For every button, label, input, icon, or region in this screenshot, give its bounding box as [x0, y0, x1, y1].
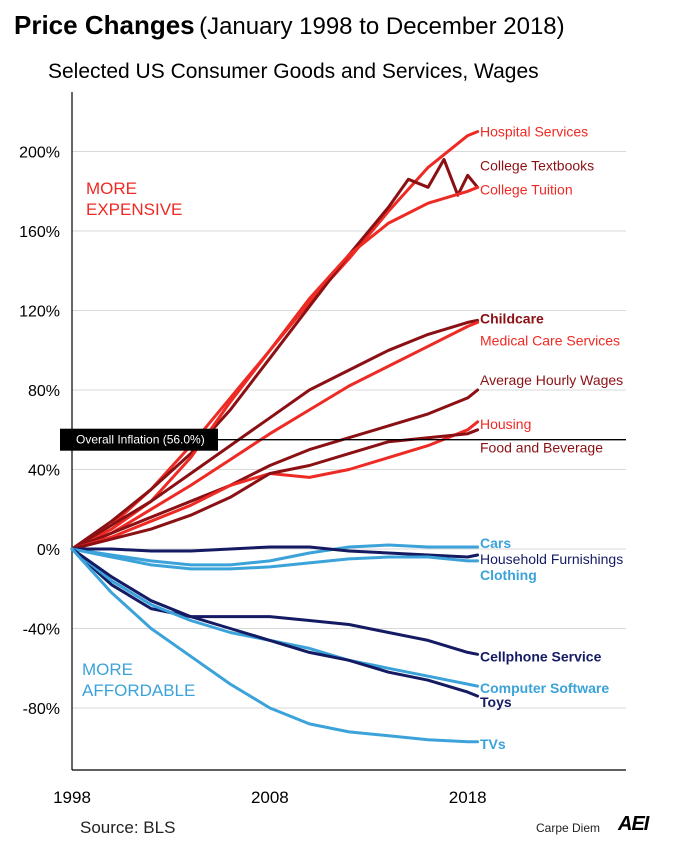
- x-tick-label: 1998: [53, 788, 91, 807]
- y-tick-label: 40%: [28, 463, 60, 480]
- series-label: TVs: [480, 736, 506, 752]
- y-tick-label: 120%: [19, 304, 60, 321]
- series-label: Hospital Services: [480, 124, 588, 140]
- inflation-label-box: [60, 428, 218, 451]
- brand-label: Carpe Diem: [536, 821, 601, 835]
- y-tick-label: 0%: [37, 542, 60, 559]
- series-line: [70, 185, 480, 551]
- series-label: Cars: [480, 535, 511, 551]
- x-tick-label: 2008: [251, 788, 289, 807]
- series-label: Housing: [480, 416, 531, 432]
- aei-logo: AEI: [618, 813, 649, 835]
- series-label: Clothing: [480, 567, 537, 583]
- title-date-range: (January 1998 to December 2018): [199, 13, 565, 40]
- series-line: [70, 547, 480, 571]
- series-label: College Textbooks: [480, 157, 594, 173]
- series-line: [70, 420, 480, 551]
- series-label: Childcare: [480, 310, 544, 326]
- series-label: Toys: [480, 694, 512, 710]
- series-label: Household Furnishings: [480, 551, 623, 567]
- series-line: [70, 388, 480, 551]
- series-line: [70, 428, 480, 551]
- annotation-more-expensive-2: EXPENSIVE: [86, 200, 182, 219]
- annotation-more-expensive-1: MORE: [86, 179, 137, 198]
- series-line: [70, 318, 480, 551]
- y-tick-label: 160%: [19, 224, 60, 241]
- series-line: [70, 547, 480, 698]
- y-tick-label: 200%: [19, 145, 60, 162]
- series-line: [70, 547, 480, 656]
- series-line: [70, 543, 480, 567]
- series-label: Food and Beverage: [480, 440, 603, 456]
- y-tick-label: -80%: [23, 701, 60, 718]
- title-main: Price Changes: [14, 10, 195, 40]
- series-label: Cellphone Service: [480, 648, 602, 664]
- series-label: College Tuition: [480, 181, 573, 197]
- y-tick-label: 80%: [28, 383, 60, 400]
- series-label: Medical Care Services: [480, 332, 620, 348]
- series-line: [70, 545, 480, 559]
- x-tick-label: 2018: [449, 788, 487, 807]
- series-line: [70, 547, 480, 688]
- annotation-more-affordable-1: MORE: [82, 660, 133, 679]
- series-label: Average Hourly Wages: [480, 372, 623, 388]
- series-label: Computer Software: [480, 680, 609, 696]
- chart-title: Price Changes (January 1998 to December …: [14, 10, 565, 41]
- source-note: Source: BLS: [80, 818, 176, 837]
- series-line: [70, 547, 480, 744]
- chart-subtitle: Selected US Consumer Goods and Services,…: [48, 60, 539, 83]
- y-tick-label: -40%: [23, 622, 60, 639]
- inflation-label: Overall Inflation (56.0%): [76, 433, 205, 447]
- annotation-more-affordable-2: AFFORDABLE: [82, 681, 195, 700]
- series-line: [70, 320, 480, 551]
